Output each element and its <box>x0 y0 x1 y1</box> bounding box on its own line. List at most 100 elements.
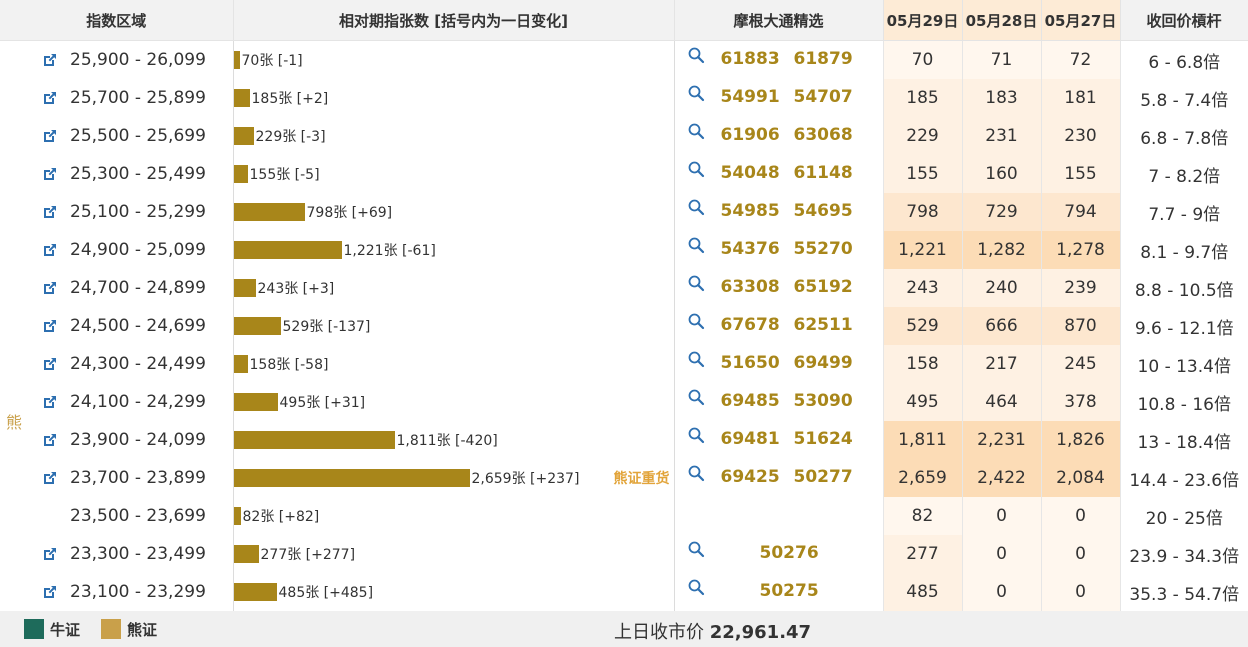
header-date-3: 05月27日 <box>1041 0 1121 41</box>
row-side-cell <box>0 307 30 345</box>
daily-count-d1: 2,659 <box>882 459 962 497</box>
contracts-bar <box>233 89 250 107</box>
warrant-code-link[interactable]: 53090 <box>793 391 853 411</box>
daily-count-d2: 0 <box>961 573 1041 611</box>
contracts-bar <box>233 469 470 487</box>
daily-count-d2: 729 <box>961 193 1041 231</box>
warrant-code-link[interactable]: 55270 <box>793 239 853 259</box>
external-link-icon[interactable] <box>41 430 59 450</box>
row-link-cell <box>30 231 70 269</box>
daily-count-d3: 2,084 <box>1040 459 1120 497</box>
external-link-icon[interactable] <box>41 582 59 602</box>
warrant-code-link[interactable]: 67678 <box>720 315 780 335</box>
external-link-icon[interactable] <box>41 468 59 488</box>
external-link-icon[interactable] <box>41 240 59 260</box>
row-link-cell <box>30 117 70 155</box>
daily-count-d3: 245 <box>1040 345 1120 383</box>
warrant-code-link[interactable]: 51624 <box>793 429 853 449</box>
table-row: 23,100 - 23,299 485张 [+485] 50275 485 0 0 35.3… <box>0 573 1248 611</box>
warrant-code-link[interactable]: 50277 <box>793 467 853 487</box>
external-link-icon[interactable] <box>41 50 59 70</box>
warrant-code-link[interactable]: 54048 <box>720 163 780 183</box>
contracts-bar <box>233 545 259 563</box>
legend-bull-label: 牛证 <box>50 621 81 639</box>
external-link-icon[interactable] <box>41 392 59 412</box>
warrant-code-link[interactable]: 54376 <box>720 239 780 259</box>
index-range: 24,500 - 24,699 <box>70 316 206 336</box>
row-side-cell <box>0 79 30 117</box>
previous-close: 上日收市价 22,961.47 <box>614 618 811 644</box>
warrant-code-link[interactable]: 69499 <box>793 353 853 373</box>
contracts-bar <box>233 203 305 221</box>
external-link-icon[interactable] <box>41 544 59 564</box>
warrant-code-link[interactable]: 61906 <box>720 125 780 145</box>
index-range: 24,100 - 24,299 <box>70 392 206 412</box>
external-link-icon[interactable] <box>41 278 59 298</box>
index-range: 25,100 - 25,299 <box>70 202 206 222</box>
contracts-bar <box>233 317 281 335</box>
row-link-cell <box>30 155 70 193</box>
footer-bar <box>0 611 1248 647</box>
warrant-code-link[interactable]: 61883 <box>720 49 780 69</box>
leverage-range: 10.8 - 16倍 <box>1119 383 1248 421</box>
external-link-icon[interactable] <box>41 164 59 184</box>
row-side-cell <box>0 231 30 269</box>
contracts-bar-cell: 485张 [+485] <box>232 573 674 611</box>
table-row: 23,900 - 24,099 1,811张 [-420] 69481 51624 1,… <box>0 421 1248 459</box>
warrant-code-link[interactable]: 61148 <box>793 163 853 183</box>
leverage-range: 9.6 - 12.1倍 <box>1119 307 1248 345</box>
warrant-code-link[interactable]: 54695 <box>793 201 853 221</box>
warrant-code-link[interactable]: 63308 <box>720 277 780 297</box>
external-link-icon[interactable] <box>41 126 59 146</box>
warrant-code-link[interactable]: 54991 <box>720 87 780 107</box>
contracts-bar-cell: 70张 [-1] <box>232 40 674 79</box>
row-link-cell <box>30 307 70 345</box>
warrant-code-link[interactable]: 63068 <box>793 125 853 145</box>
leverage-range: 23.9 - 34.3倍 <box>1119 535 1248 573</box>
daily-count-d3: 378 <box>1040 383 1120 421</box>
daily-count-d1: 485 <box>882 573 962 611</box>
external-link-icon[interactable] <box>41 354 59 374</box>
contracts-label: 1,221张 [-61] <box>343 243 436 259</box>
jp-picks-cell: 67678 62511 <box>673 307 883 345</box>
warrant-code-link[interactable]: 54707 <box>793 87 853 107</box>
warrant-code-link[interactable]: 61879 <box>793 49 853 69</box>
daily-count-d3: 239 <box>1040 269 1120 307</box>
leverage-range: 35.3 - 54.7倍 <box>1119 573 1248 611</box>
warrant-code-link[interactable]: 54985 <box>720 201 780 221</box>
warrant-code-link[interactable]: 69425 <box>720 467 780 487</box>
warrant-code-link[interactable]: 69485 <box>720 391 780 411</box>
table-row: 25,300 - 25,499 155张 [-5] 54048 61148 155 160… <box>0 155 1248 193</box>
warrant-code-link[interactable]: 51650 <box>720 353 780 373</box>
row-side-cell <box>0 193 30 231</box>
leverage-range: 8.8 - 10.5倍 <box>1119 269 1248 307</box>
external-link-icon[interactable] <box>41 88 59 108</box>
row-link-cell <box>30 573 70 611</box>
row-side-cell <box>0 459 30 497</box>
warrant-code-link[interactable]: 62511 <box>793 315 853 335</box>
contracts-bar-cell: 229张 [-3] <box>232 117 674 155</box>
daily-count-d3: 0 <box>1040 497 1120 535</box>
warrant-code-link[interactable]: 69481 <box>720 429 780 449</box>
warrant-code-link[interactable]: 50276 <box>759 543 819 563</box>
contracts-bar-cell: 82张 [+82] <box>232 497 674 535</box>
contracts-bar <box>233 431 395 449</box>
warrant-code-link[interactable]: 65192 <box>793 277 853 297</box>
external-link-icon[interactable] <box>41 202 59 222</box>
external-link-icon[interactable] <box>41 316 59 336</box>
previous-close-label: 上日收市价 <box>614 622 704 643</box>
index-range: 23,100 - 23,299 <box>70 582 206 602</box>
row-side-cell <box>0 117 30 155</box>
daily-count-d2: 0 <box>961 535 1041 573</box>
row-link-cell <box>30 269 70 307</box>
daily-count-d2: 183 <box>961 79 1041 117</box>
contracts-label: 798张 [+69] <box>306 205 393 221</box>
contracts-label: 155张 [-5] <box>249 167 320 183</box>
daily-count-d2: 231 <box>961 117 1041 155</box>
daily-count-d1: 529 <box>882 307 962 345</box>
warrant-code-link[interactable]: 50275 <box>759 581 819 601</box>
daily-count-d3: 0 <box>1040 573 1120 611</box>
daily-count-d3: 870 <box>1040 307 1120 345</box>
table-row: 25,100 - 25,299 798张 [+69] 54985 54695 798 72… <box>0 193 1248 231</box>
leverage-range: 8.1 - 9.7倍 <box>1119 231 1248 269</box>
